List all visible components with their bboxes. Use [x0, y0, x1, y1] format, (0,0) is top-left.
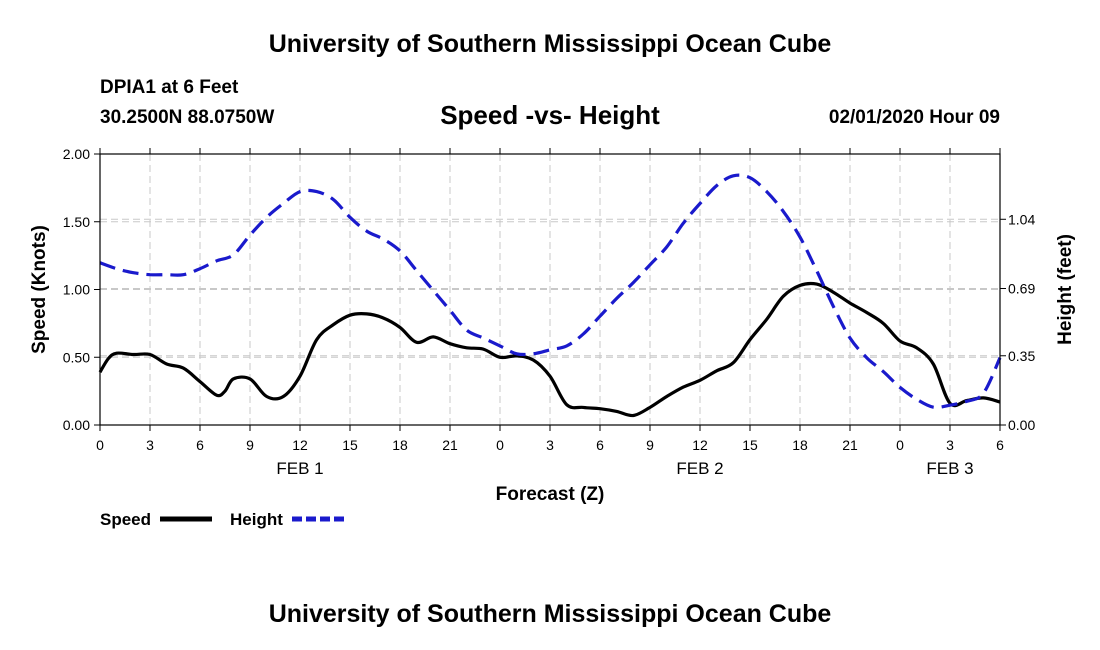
y2-tick-label: 0.00	[1008, 417, 1035, 433]
forecast-datetime: 02/01/2020 Hour 09	[828, 107, 1000, 128]
x-tick-label: 12	[292, 437, 308, 453]
date-label: FEB 2	[676, 459, 723, 478]
chart-title: Speed -vs- Height	[440, 100, 660, 130]
x-tick-label: 18	[792, 437, 808, 453]
series-layer	[98, 173, 1002, 418]
series-line-speed	[98, 281, 1001, 418]
grid	[100, 154, 1000, 425]
y2-axis-label: Height (feet)	[1055, 234, 1076, 345]
y-tick-label: 2.00	[63, 146, 90, 162]
x-axis-label: Forecast (Z)	[496, 484, 605, 505]
axes: 0 3 6 9 12 15 18 21 0 3 6 9 12 15 18 21 0 3 60.000.501.001…	[63, 146, 1036, 478]
station-name: DPIA1 at 6 Feet	[100, 77, 239, 98]
y-tick-label: 1.50	[63, 214, 90, 230]
y2-tick-label: 0.35	[1008, 348, 1035, 364]
y-tick-label: 0.00	[63, 417, 90, 433]
legend: Speed Height	[100, 510, 344, 529]
x-tick-label: 6	[996, 437, 1004, 453]
x-tick-label: 21	[442, 437, 458, 453]
y-tick-label: 1.00	[63, 282, 90, 298]
y2-tick-label: 0.69	[1008, 281, 1035, 297]
x-tick-label: 12	[692, 437, 708, 453]
y-axis-label: Speed (Knots)	[29, 225, 50, 354]
legend-label-height: Height	[230, 510, 283, 529]
x-tick-label: 15	[342, 437, 358, 453]
x-tick-label: 3	[146, 437, 154, 453]
series-line-height	[99, 173, 1002, 410]
date-label: FEB 3	[926, 459, 973, 478]
x-tick-label: 6	[196, 437, 204, 453]
page-title: University of Southern Mississippi Ocean…	[268, 30, 832, 58]
y2-tick-label: 1.04	[1008, 211, 1035, 227]
x-tick-label: 9	[246, 437, 254, 453]
x-tick-label: 3	[546, 437, 554, 453]
legend-label-speed: Speed	[100, 510, 151, 529]
x-tick-label: 3	[946, 437, 954, 453]
station-coordinates: 30.2500N 88.0750W	[100, 107, 275, 128]
x-tick-label: 21	[842, 437, 858, 453]
x-tick-label: 6	[596, 437, 604, 453]
x-tick-label: 18	[392, 437, 408, 453]
y-tick-label: 0.50	[63, 349, 90, 365]
x-tick-label: 0	[496, 437, 504, 453]
footer-title: University of Southern Mississippi Ocean…	[268, 600, 832, 628]
x-tick-label: 9	[646, 437, 654, 453]
x-tick-label: 0	[896, 437, 904, 453]
x-tick-label: 15	[742, 437, 758, 453]
x-tick-label: 0	[96, 437, 104, 453]
date-label: FEB 1	[276, 459, 323, 478]
